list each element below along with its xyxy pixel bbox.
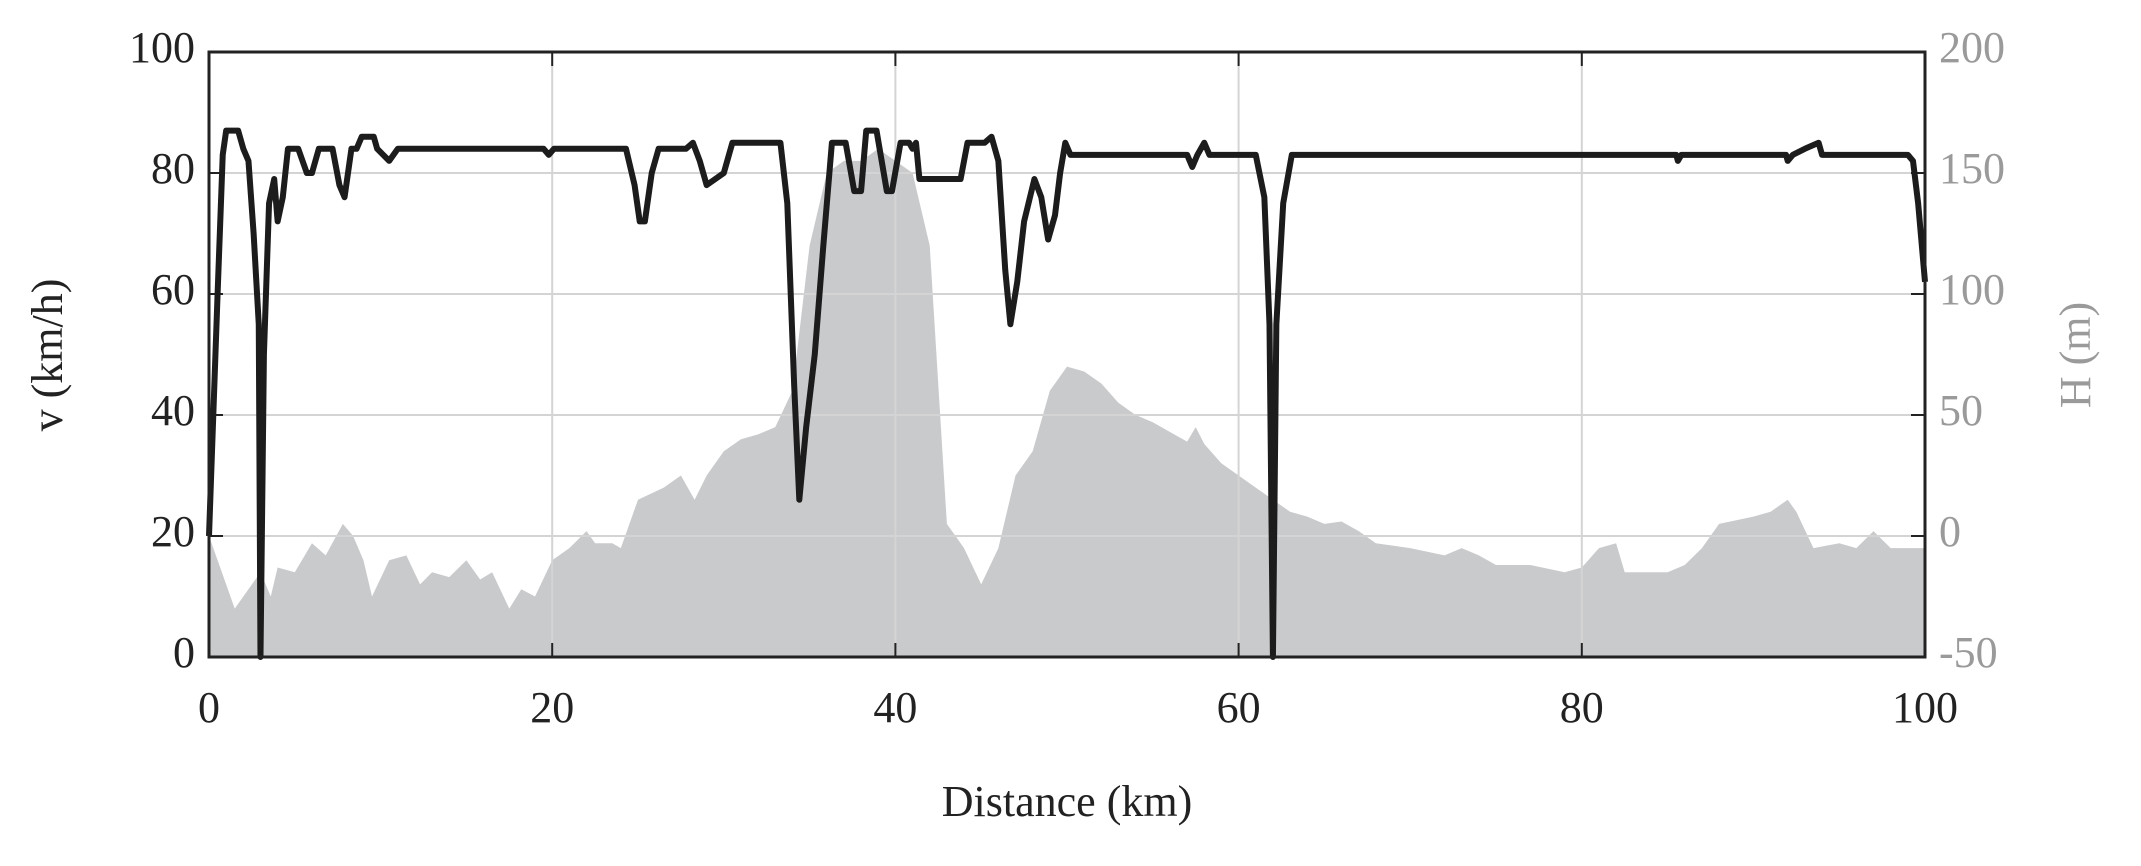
x-tick-label: 40 [873, 683, 917, 732]
y-tick-label: 80 [151, 144, 195, 193]
y2-tick-label: 200 [1939, 23, 2005, 72]
x-tick-label: 100 [1892, 683, 1958, 732]
x-axis-label: Distance (km) [942, 777, 1192, 826]
y-tick-label: 40 [151, 386, 195, 435]
y2-tick-label: -50 [1939, 628, 1998, 677]
y2-tick-label: 50 [1939, 386, 1983, 435]
y-tick-label: 60 [151, 265, 195, 314]
y2-tick-label: 0 [1939, 507, 1961, 556]
elevation-area [209, 148, 1925, 658]
y2-tick-label: 100 [1939, 265, 2005, 314]
x-tick-label: 20 [530, 683, 574, 732]
y-tick-label: 0 [173, 628, 195, 677]
y2-tick-label: 150 [1939, 144, 2005, 193]
speed-line [206, 127, 1928, 660]
plot-frame [207, 50, 1927, 659]
y2-axis-label: H (m) [2051, 302, 2100, 408]
x-tick-label: 80 [1560, 683, 1604, 732]
x-tick-label: 0 [198, 683, 220, 732]
x-tick-label: 60 [1217, 683, 1261, 732]
y-tick-label: 100 [129, 23, 195, 72]
y-tick-label: 20 [151, 507, 195, 556]
y-axis-label: v (km/h) [23, 279, 72, 432]
